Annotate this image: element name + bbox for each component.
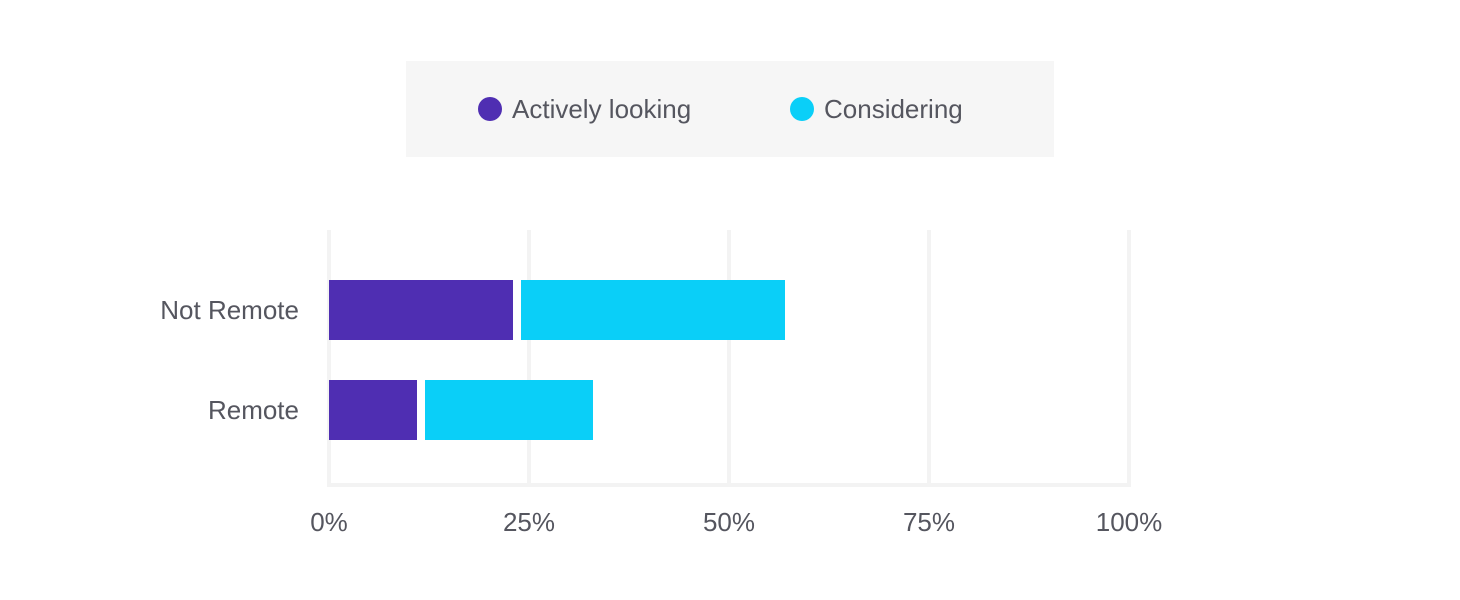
- gridlines: [327, 230, 1131, 487]
- axis-labels: Not Remote Remote 0% 25% 50% 75% 100%: [160, 295, 1162, 537]
- bar-not-remote-considering: [521, 280, 785, 340]
- x-tick-label-0: 0%: [310, 507, 348, 537]
- legend-swatch-considering: [790, 97, 814, 121]
- x-tick-label-1: 25%: [503, 507, 555, 537]
- x-tick-label-4: 100%: [1096, 507, 1163, 537]
- bars: [329, 280, 785, 440]
- bar-remote-actively-looking: [329, 380, 417, 440]
- category-label-remote: Remote: [208, 395, 299, 425]
- x-tick-label-2: 50%: [703, 507, 755, 537]
- legend-swatch-actively-looking: [478, 97, 502, 121]
- legend-label-considering: Considering: [824, 93, 963, 124]
- x-tick-label-3: 75%: [903, 507, 955, 537]
- category-label-not-remote: Not Remote: [160, 295, 299, 325]
- legend-item-considering: Considering: [790, 61, 963, 157]
- legend-item-actively-looking: Actively looking: [478, 61, 691, 157]
- legend: Actively looking Considering: [406, 61, 1054, 157]
- bar-remote-considering: [425, 380, 593, 440]
- legend-label-actively-looking: Actively looking: [512, 93, 692, 124]
- bar-not-remote-actively-looking: [329, 280, 513, 340]
